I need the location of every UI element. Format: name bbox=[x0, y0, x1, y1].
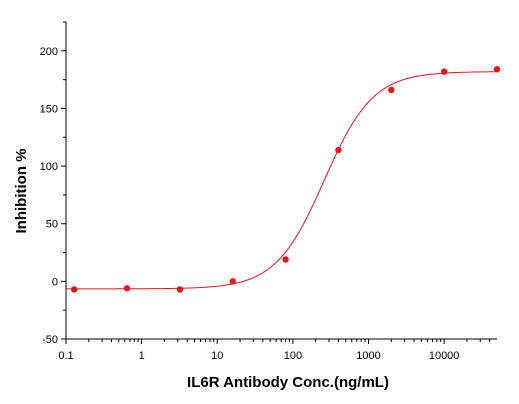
x-tick-label: 1 bbox=[139, 350, 145, 362]
x-tick-label: 100 bbox=[284, 350, 302, 362]
y-tick-label: 50 bbox=[46, 219, 58, 231]
y-axis-title: Inhibition % bbox=[13, 149, 30, 234]
y-tick-label: 200 bbox=[40, 46, 58, 58]
data-point bbox=[123, 285, 131, 292]
data-point bbox=[282, 256, 289, 263]
x-tick-label: 10000 bbox=[429, 350, 460, 362]
data-point bbox=[440, 68, 448, 75]
x-tick-label: 0.1 bbox=[58, 350, 73, 362]
fit-curve bbox=[66, 71, 498, 290]
data-point bbox=[176, 286, 184, 293]
y-tick-label: -50 bbox=[42, 334, 58, 346]
data-point bbox=[229, 278, 236, 285]
axes: -50 0 50 100 150 200 0.1 1 10 100 1000 10000 bbox=[40, 21, 497, 362]
x-tick-label: 1000 bbox=[356, 350, 380, 362]
y-tick-label: 0 bbox=[52, 276, 58, 288]
fit-curve-layer bbox=[66, 71, 498, 290]
y-tick-label: 100 bbox=[40, 161, 58, 173]
y-tick-label: 150 bbox=[40, 103, 58, 115]
data-point bbox=[335, 146, 342, 154]
data-points-layer bbox=[70, 66, 501, 293]
data-point bbox=[70, 286, 78, 293]
x-tick-label: 10 bbox=[211, 350, 223, 362]
data-point bbox=[493, 66, 501, 73]
data-point bbox=[388, 86, 395, 94]
x-axis-title: IL6R Antibody Conc.(ng/mL) bbox=[187, 374, 389, 391]
